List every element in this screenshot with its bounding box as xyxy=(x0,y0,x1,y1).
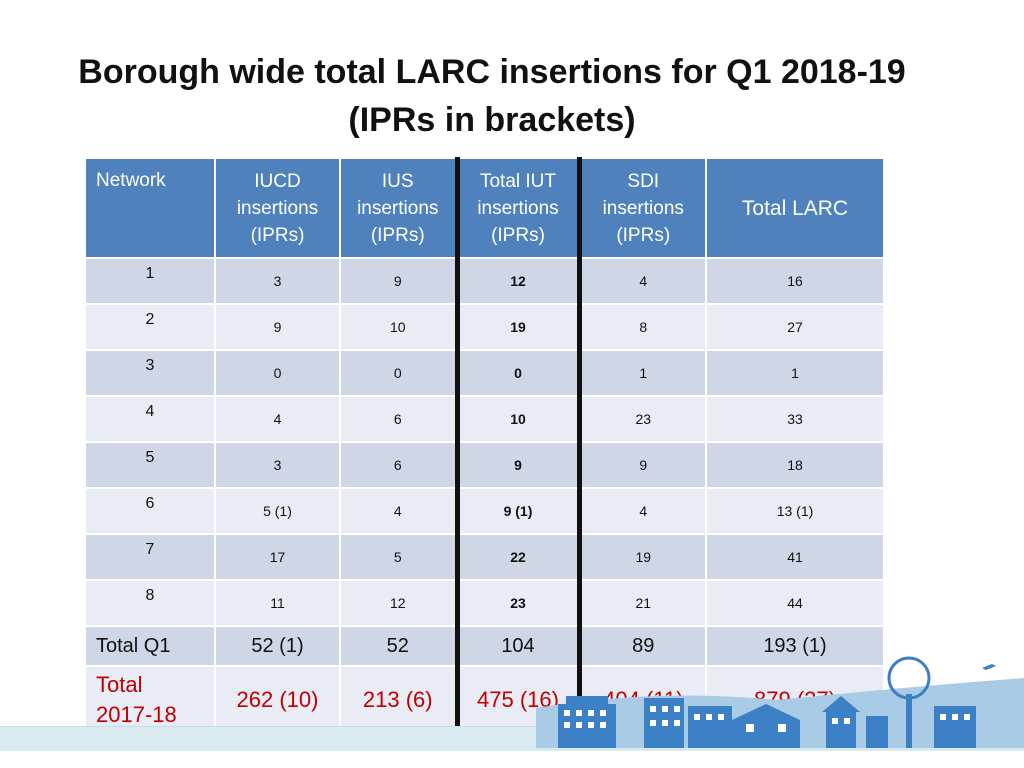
header-sdi-l2: insertions xyxy=(602,197,684,219)
cell-iut: 9 (1) xyxy=(454,487,582,535)
table-row: 5 3 6 9 9 18 xyxy=(84,441,885,489)
header-row: Network IUCD insertions (IPRs) IUS inser… xyxy=(84,157,885,259)
cell-ius: 6 xyxy=(339,441,458,489)
cell-iucd: 3 xyxy=(214,441,341,489)
cell-total: 41 xyxy=(705,533,885,581)
cell-total: 27 xyxy=(705,303,885,351)
cell-total: 33 xyxy=(705,395,885,443)
cell-iut: 23 xyxy=(454,579,582,627)
header-ius: IUS insertions (IPRs) xyxy=(339,157,458,259)
cell-ius: 4 xyxy=(339,487,458,535)
cell-total: 18 xyxy=(705,441,885,489)
cell-sdi: 19 xyxy=(578,533,707,581)
cell-network: 6 xyxy=(84,487,216,535)
table-row: 6 5 (1) 4 9 (1) 4 13 (1) xyxy=(84,487,885,535)
table-row: 2 9 10 19 8 27 xyxy=(84,303,885,351)
header-total-larc: Total LARC xyxy=(705,157,885,259)
cell-ius: 0 xyxy=(339,349,458,397)
header-iut-l2: insertions xyxy=(477,197,559,219)
table-row: 3 0 0 0 1 1 xyxy=(84,349,885,397)
total-q1-row: Total Q1 52 (1) 52 104 89 193 (1) xyxy=(84,625,885,667)
cell-sdi: 21 xyxy=(578,579,707,627)
title-line-1: Borough wide total LARC insertions for Q… xyxy=(78,53,906,91)
cell-iut: 12 xyxy=(454,257,582,305)
title-line-2: (IPRs in brackets) xyxy=(348,101,636,139)
cell-network: 7 xyxy=(84,533,216,581)
total-2017-18-label-l2: 2017-18 xyxy=(96,702,177,727)
header-iucd-l3: (IPRs) xyxy=(250,224,305,246)
header-sdi-l1: SDI xyxy=(627,170,660,192)
cell-iucd: 17 xyxy=(214,533,341,581)
total-2017-18-label: Total 2017-18 xyxy=(84,665,216,735)
cell-network: 8 xyxy=(84,579,216,627)
larc-table: Network IUCD insertions (IPRs) IUS inser… xyxy=(84,157,885,735)
total-q1-sdi: 89 xyxy=(578,625,707,667)
cell-network: 4 xyxy=(84,395,216,443)
cell-network: 2 xyxy=(84,303,216,351)
table-row: 1 3 9 12 4 16 xyxy=(84,257,885,305)
cell-iucd: 11 xyxy=(214,579,341,627)
total-2017-18-row: Total 2017-18 262 (10) 213 (6) 475 (16) … xyxy=(84,665,885,735)
cell-iucd: 0 xyxy=(214,349,341,397)
total-q1-total: 193 (1) xyxy=(705,625,885,667)
cell-iucd: 3 xyxy=(214,257,341,305)
cell-ius: 12 xyxy=(339,579,458,627)
header-iucd-l2: insertions xyxy=(236,197,319,219)
cell-iut: 0 xyxy=(454,349,582,397)
cell-total: 13 (1) xyxy=(705,487,885,535)
header-ius-l1: IUS xyxy=(381,170,414,192)
header-iut-l1: Total IUT xyxy=(479,170,557,192)
cell-network: 5 xyxy=(84,441,216,489)
cell-sdi: 1 xyxy=(578,349,707,397)
cell-sdi: 8 xyxy=(578,303,707,351)
header-sdi: SDI insertions (IPRs) xyxy=(578,157,707,259)
cell-iucd: 4 xyxy=(214,395,341,443)
cell-iut: 9 xyxy=(454,441,582,489)
cell-iut: 10 xyxy=(454,395,582,443)
cell-ius: 6 xyxy=(339,395,458,443)
table-row: 7 17 5 22 19 41 xyxy=(84,533,885,581)
total-2017-18-label-l1: Total xyxy=(96,672,143,697)
cell-total: 16 xyxy=(705,257,885,305)
cell-ius: 10 xyxy=(339,303,458,351)
cell-total: 44 xyxy=(705,579,885,627)
cell-network: 3 xyxy=(84,349,216,397)
header-iucd: IUCD insertions (IPRs) xyxy=(214,157,341,259)
cell-total: 1 xyxy=(705,349,885,397)
cell-iucd: 5 (1) xyxy=(214,487,341,535)
cell-sdi: 4 xyxy=(578,487,707,535)
cell-iut: 19 xyxy=(454,303,582,351)
total-q1-label: Total Q1 xyxy=(84,625,216,667)
table-row: 8 11 12 23 21 44 xyxy=(84,579,885,627)
table-row: 4 4 6 10 23 33 xyxy=(84,395,885,443)
header-iut: Total IUT insertions (IPRs) xyxy=(454,157,582,259)
cell-network: 1 xyxy=(84,257,216,305)
slide-title: Borough wide total LARC insertions for Q… xyxy=(0,48,984,144)
total-2017-18-iucd: 262 (10) xyxy=(214,665,341,735)
cell-sdi: 9 xyxy=(578,441,707,489)
total-q1-iut: 104 xyxy=(454,625,582,667)
cell-ius: 9 xyxy=(339,257,458,305)
header-ius-l2: insertions xyxy=(357,197,439,219)
cell-iut: 22 xyxy=(454,533,582,581)
cell-sdi: 4 xyxy=(578,257,707,305)
cell-sdi: 23 xyxy=(578,395,707,443)
header-sdi-l3: (IPRs) xyxy=(616,224,671,246)
cell-ius: 5 xyxy=(339,533,458,581)
total-q1-ius: 52 xyxy=(339,625,458,667)
cell-iucd: 9 xyxy=(214,303,341,351)
header-iut-l3: (IPRs) xyxy=(491,224,545,246)
header-network: Network xyxy=(84,157,216,259)
header-iucd-l1: IUCD xyxy=(254,170,301,192)
total-q1-iucd: 52 (1) xyxy=(214,625,341,667)
total-2017-18-ius: 213 (6) xyxy=(339,665,458,735)
header-ius-l3: (IPRs) xyxy=(370,224,425,246)
skyline-illustration xyxy=(536,656,1024,748)
